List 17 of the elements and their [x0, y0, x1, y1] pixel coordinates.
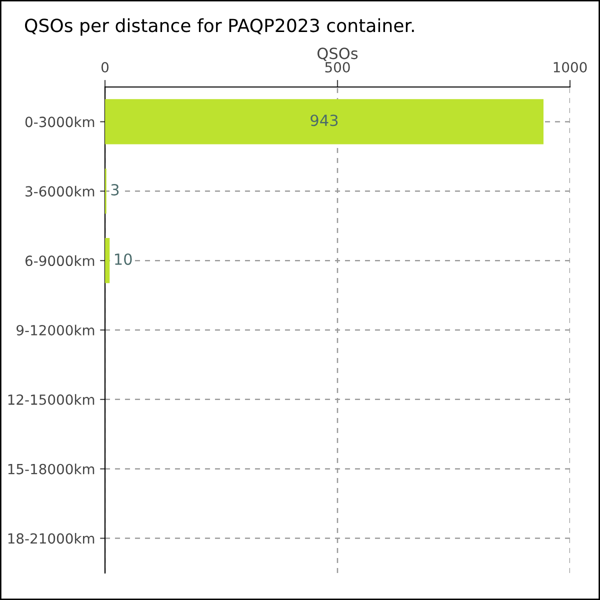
x-tick-label: 0 [101, 62, 108, 73]
y-tick-label: 15-18000km [8, 464, 94, 474]
x-tick-label: 500 [325, 62, 350, 73]
y-tick-label: 12-15000km [8, 394, 94, 405]
y-tick-label: 0-3000km [25, 116, 94, 128]
x-axis-title: QSOs [318, 48, 358, 61]
bar [105, 99, 544, 144]
y-tick-label: 3-6000km [26, 186, 94, 197]
bar [105, 238, 110, 284]
x-tick-label: 1000 [554, 62, 587, 73]
y-tick-label: 18-21000km [8, 533, 94, 544]
data-label: 943 [310, 114, 338, 126]
y-tick-label: 9-12000km [16, 324, 94, 336]
y-tick-label: 6-9000km [25, 255, 94, 266]
data-label: 10 [115, 253, 132, 266]
data-label: 3 [111, 184, 119, 196]
chart-title: QSOs per distance for PAQP2023 container. [25, 18, 414, 36]
